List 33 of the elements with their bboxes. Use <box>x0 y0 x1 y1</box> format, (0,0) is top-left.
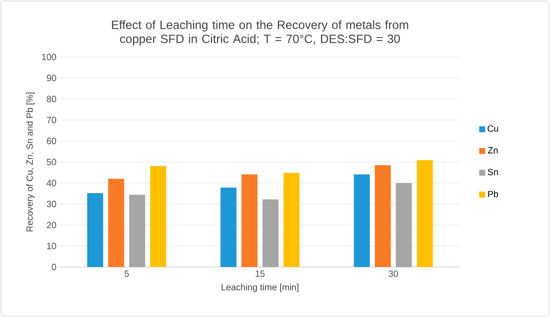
chart-title: Effect of Leaching time on the Recovery of metals from copper SFD in Citric Acid; T = 70°C, DES:SFD = 30 <box>112 20 408 46</box>
y-tick-label: 50 <box>46 158 56 166</box>
legend-label: Pb <box>488 190 498 198</box>
y-tick-label: 60 <box>46 138 56 144</box>
bar <box>242 174 258 267</box>
y-tick-label: 40 <box>46 180 56 186</box>
y-tick-label: 0 <box>52 264 56 270</box>
legend-label: Sn <box>488 168 498 176</box>
y-tick-label: 30 <box>46 200 56 208</box>
x-tick-label: 5 <box>124 270 129 277</box>
y-axis-title: Recovery of Cu, Zn, Sn and Pb [%] <box>26 92 35 232</box>
bar <box>87 193 104 267</box>
y-tick-label: 70 <box>46 116 56 124</box>
y-tick-label: 10 <box>47 242 56 250</box>
bar <box>220 188 236 267</box>
bar <box>354 174 370 267</box>
bar <box>284 172 300 267</box>
x-tick-label: 30 <box>388 270 398 277</box>
bar <box>416 160 433 267</box>
y-tick-label: 20 <box>46 222 56 228</box>
y-tick-label: 80 <box>46 96 56 102</box>
bar <box>108 178 124 267</box>
x-tick-label: 15 <box>256 270 265 277</box>
legend-label: Zn <box>488 147 498 154</box>
bar <box>150 166 166 267</box>
bar <box>396 183 412 267</box>
x-axis-title: Leaching time [min] <box>222 284 298 292</box>
bar <box>262 199 278 267</box>
legend-label: Cu <box>488 125 498 132</box>
y-tick-label: 100 <box>42 54 56 60</box>
bar <box>374 165 391 267</box>
bar <box>129 194 146 267</box>
y-tick-label: 90 <box>46 74 56 82</box>
